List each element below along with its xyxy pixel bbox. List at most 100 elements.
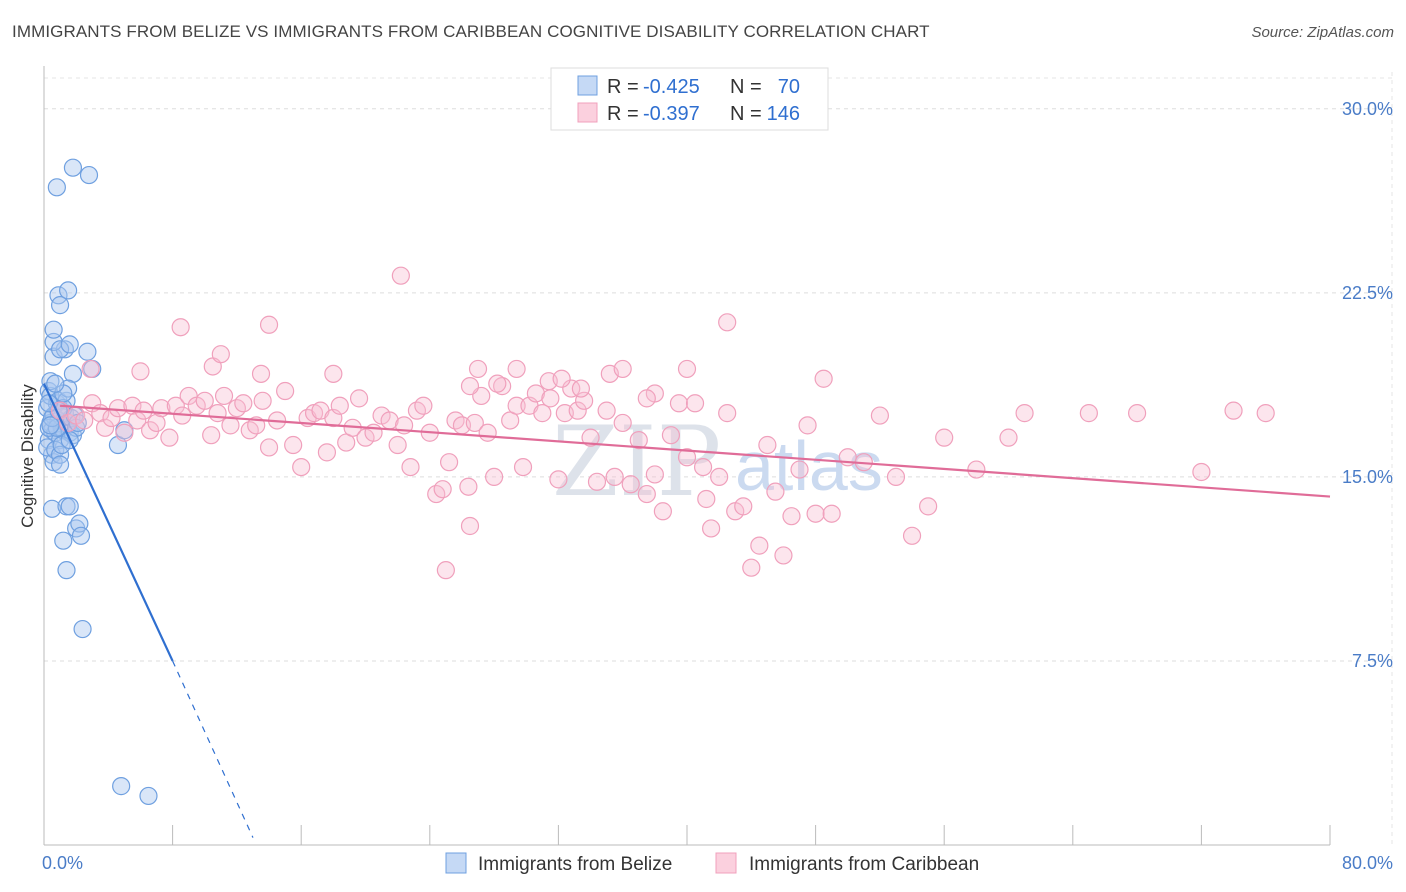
point-caribbean-115: [935, 428, 954, 447]
point-caribbean-39: [317, 443, 337, 462]
bottom-legend-caribbean: Immigrants from Caribbean: [749, 854, 979, 875]
point-caribbean-23: [208, 404, 227, 423]
legend-r-label-caribbean: R =: [607, 103, 639, 125]
point-belize-44: [59, 281, 78, 300]
point-caribbean-82: [613, 413, 632, 433]
x-tick-label-max: 80.0%: [1342, 853, 1393, 873]
point-caribbean-125: [171, 318, 190, 337]
x-tick-label-min: 0.0%: [42, 853, 83, 873]
point-belize-36: [78, 342, 97, 361]
point-caribbean-145: [436, 561, 455, 580]
point-caribbean-13: [140, 421, 160, 440]
point-caribbean-87: [653, 502, 672, 521]
point-caribbean-53: [414, 396, 433, 415]
bottom-legend: Immigrants from Belize Immigrants from C…: [445, 852, 979, 875]
point-caribbean-123: [1256, 404, 1275, 423]
point-caribbean-81: [605, 467, 624, 487]
point-caribbean-16: [160, 428, 179, 447]
point-caribbean-64: [485, 467, 504, 487]
point-belize-21: [41, 372, 60, 391]
bottom-legend-belize: Immigrants from Belize: [478, 854, 672, 875]
point-caribbean-78: [581, 428, 600, 447]
point-caribbean-61: [465, 413, 484, 433]
legend: R = -0.425 N = 70 R = -0.397 N = 146: [550, 67, 829, 131]
point-caribbean-127: [211, 345, 230, 364]
legend-swatch-caribbean: [577, 102, 598, 123]
point-caribbean-85: [637, 484, 656, 504]
point-caribbean-116: [967, 460, 986, 479]
legend-n-label-caribbean: N =: [730, 103, 762, 125]
point-caribbean-114: [919, 497, 938, 516]
point-caribbean-147: [645, 465, 664, 484]
point-caribbean-104: [790, 460, 809, 479]
point-caribbean-70: [526, 384, 545, 403]
point-belize-56: [73, 619, 92, 639]
y-tick-label-2: 22.5%: [1342, 283, 1393, 303]
point-caribbean-121: [1192, 462, 1211, 482]
point-caribbean-122: [1224, 401, 1243, 420]
point-caribbean-71: [533, 404, 552, 423]
point-caribbean-131: [391, 266, 410, 285]
point-caribbean-9: [115, 423, 134, 442]
point-caribbean-21: [195, 391, 214, 410]
point-belize-43: [50, 296, 70, 315]
point-belize-48: [42, 499, 62, 518]
point-caribbean-97: [734, 497, 753, 516]
point-caribbean-100: [758, 435, 777, 455]
point-caribbean-41: [330, 396, 349, 415]
point-caribbean-76: [568, 401, 587, 420]
point-caribbean-135: [507, 359, 526, 379]
data-points: [38, 158, 1275, 806]
point-belize-59: [112, 777, 131, 796]
point-caribbean-128: [251, 364, 271, 383]
point-caribbean-72: [541, 389, 560, 408]
point-belize-55: [57, 561, 76, 580]
watermark: ZIP atlas: [552, 406, 883, 518]
point-caribbean-67: [507, 396, 526, 415]
legend-n-belize: 70: [778, 76, 800, 98]
point-belize-60: [139, 786, 158, 806]
point-caribbean-89: [669, 394, 689, 413]
point-caribbean-142: [677, 359, 697, 379]
point-belize-47: [79, 165, 99, 185]
trend-lines: [43, 383, 1331, 838]
point-caribbean-144: [81, 359, 100, 379]
point-caribbean-63: [478, 423, 497, 442]
point-caribbean-105: [798, 416, 817, 435]
point-caribbean-6: [95, 418, 115, 437]
point-caribbean-92: [693, 457, 713, 477]
chart-title: IMMIGRANTS FROM BELIZE VS IMMIGRANTS FRO…: [12, 22, 930, 41]
point-belize-50: [60, 497, 79, 516]
legend-r-label-belize: R =: [607, 76, 639, 98]
y-tick-label-3: 30.0%: [1342, 99, 1393, 119]
y-tick-label-0: 7.5%: [1352, 651, 1393, 671]
point-caribbean-44: [349, 389, 369, 408]
point-caribbean-119: [1079, 404, 1098, 423]
point-caribbean-134: [488, 374, 507, 393]
y-tick-label-1: 15.0%: [1342, 467, 1393, 487]
point-caribbean-117: [999, 428, 1018, 447]
point-caribbean-57: [439, 453, 459, 472]
legend-swatch-belize: [577, 75, 598, 96]
watermark-zip: ZIP: [552, 406, 721, 518]
point-caribbean-101: [766, 482, 785, 501]
point-caribbean-141: [637, 389, 656, 408]
point-caribbean-79: [587, 472, 607, 491]
point-caribbean-88: [661, 426, 681, 445]
point-caribbean-111: [870, 406, 890, 425]
point-belize-40: [60, 335, 79, 354]
point-caribbean-94: [710, 467, 729, 487]
point-caribbean-93: [702, 519, 721, 538]
point-caribbean-75: [562, 379, 581, 398]
point-caribbean-133: [468, 359, 488, 379]
y-axis-label: Cognitive Disability: [18, 384, 37, 528]
y-tick-labels: 7.5% 15.0% 22.5% 30.0%: [1342, 99, 1393, 671]
point-caribbean-51: [401, 457, 420, 477]
point-belize-45: [47, 178, 66, 197]
point-caribbean-120: [1127, 404, 1147, 423]
point-caribbean-30: [253, 391, 272, 410]
watermark-atlas: atlas: [735, 427, 883, 505]
point-caribbean-129: [259, 315, 279, 334]
point-belize-67: [46, 374, 65, 393]
point-belize-61: [50, 455, 70, 474]
